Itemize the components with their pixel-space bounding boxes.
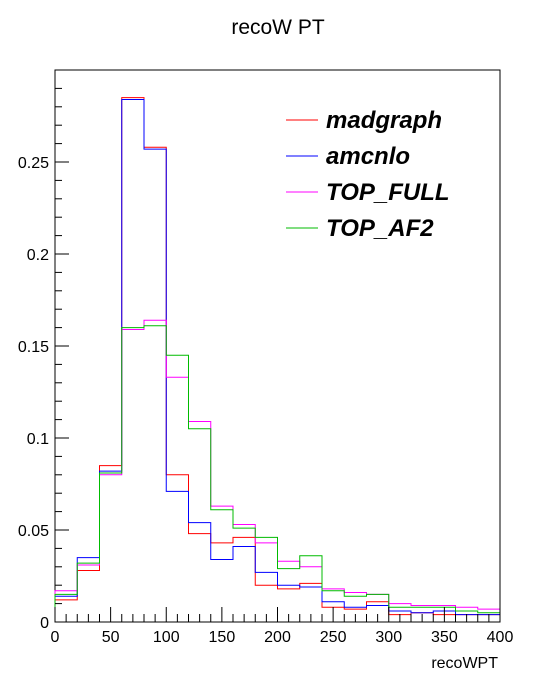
- x-axis-title: recoWPT: [431, 655, 498, 672]
- x-tick-label: 0: [51, 629, 60, 646]
- chart-title: recoW PT: [231, 16, 325, 39]
- series-line-top-af2: [54, 325, 501, 622]
- legend: madgraph amcnlo TOP_FULL TOP_AF2: [286, 107, 450, 242]
- y-tick-label: 0.1: [27, 431, 49, 448]
- x-tick-label: 200: [264, 629, 291, 646]
- x-tick-label: 150: [209, 629, 236, 646]
- axis-layer: 0 50 100 150 200 250 300 350 400 0 0.05 0.1 0.15 0.2 0…: [18, 87, 514, 646]
- series-line-amcnlo: [54, 98, 501, 622]
- legend-label-top-af2: TOP_AF2: [326, 215, 434, 242]
- y-tick-label: 0: [40, 615, 49, 632]
- y-tick-label: 0.05: [18, 523, 49, 540]
- x-tick-label: 100: [153, 629, 180, 646]
- x-tick-label: 250: [320, 629, 347, 646]
- x-tick-label: 400: [487, 629, 514, 646]
- legend-label-amcnlo: amcnlo: [326, 143, 410, 170]
- legend-label-madgraph: madgraph: [326, 107, 442, 134]
- series-layer: [54, 97, 501, 622]
- y-tick-label: 0.25: [18, 155, 49, 172]
- y-tick-label: 0.15: [18, 339, 49, 356]
- x-tick-label: 300: [375, 629, 402, 646]
- x-tick-label: 50: [102, 629, 120, 646]
- legend-label-top-full: TOP_FULL: [326, 179, 450, 206]
- y-tick-label: 0.2: [27, 247, 49, 264]
- x-tick-label: 350: [431, 629, 458, 646]
